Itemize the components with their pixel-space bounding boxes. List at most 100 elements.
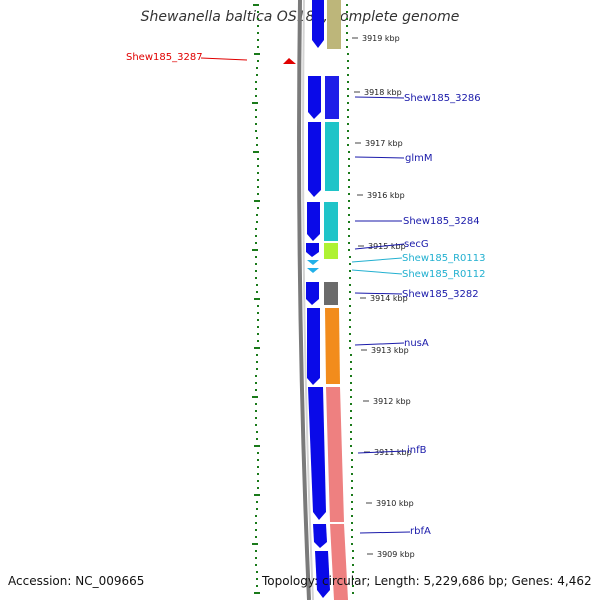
gene-label[interactable]: secG xyxy=(404,239,429,250)
skew-dot xyxy=(350,431,352,433)
gc-dot xyxy=(255,410,257,412)
skew-dot xyxy=(348,235,350,237)
gene-label[interactable]: glmM xyxy=(405,153,433,164)
gc-dot xyxy=(253,4,259,6)
gene-label[interactable]: Shew185_3286 xyxy=(404,93,481,104)
skew-dot xyxy=(348,151,350,153)
cds-arrow[interactable] xyxy=(315,551,330,598)
rna-arrow[interactable] xyxy=(307,268,319,273)
gc-dot xyxy=(257,165,259,167)
skew-dot xyxy=(348,221,350,223)
cds-arrow[interactable] xyxy=(308,122,321,197)
genome-backbone xyxy=(297,0,311,600)
leader-line xyxy=(354,243,405,250)
cds-arrow[interactable] xyxy=(308,387,326,520)
gc-dot xyxy=(255,417,257,419)
gc-dot xyxy=(257,466,259,468)
skew-dot xyxy=(350,410,352,412)
cog-block[interactable] xyxy=(325,308,340,384)
skew-dot xyxy=(350,382,352,384)
leader-line xyxy=(354,342,405,346)
skew-dot xyxy=(347,67,349,69)
skew-dot xyxy=(348,249,350,251)
leader-line xyxy=(200,57,248,61)
kbp-tick-label: 3912 kbp xyxy=(373,397,411,406)
skew-dot xyxy=(352,585,354,587)
gene-label[interactable]: nusA xyxy=(404,338,429,349)
kbp-tick-label: 3917 kbp xyxy=(365,139,403,148)
kbp-axis: 3919 kbp 3918 kbp 3917 kbp 3916 kbp 3915 kbp… xyxy=(352,34,415,559)
skew-dot xyxy=(347,81,349,83)
cds-arrow[interactable] xyxy=(306,243,319,257)
gc-dot xyxy=(252,102,258,104)
cds-arrow[interactable] xyxy=(312,0,324,48)
cog-block[interactable] xyxy=(324,202,338,241)
skew-dot xyxy=(351,501,353,503)
skew-dot xyxy=(347,88,349,90)
gc-dot xyxy=(255,123,257,125)
gc-dot xyxy=(256,578,258,580)
cog-category-track xyxy=(324,0,348,600)
kbp-tick-label: 3915 kbp xyxy=(368,242,406,251)
cog-block[interactable] xyxy=(327,0,341,49)
skew-dot xyxy=(348,179,350,181)
gc-dot xyxy=(255,95,257,97)
cog-block[interactable] xyxy=(326,387,344,522)
cog-block[interactable] xyxy=(324,282,338,305)
gc-dot xyxy=(256,361,258,363)
skew-dot xyxy=(347,116,349,118)
gc-dot xyxy=(255,130,257,132)
gene-label[interactable]: Shew185_3287 xyxy=(126,52,203,63)
genome-backbone-inner xyxy=(302,0,314,600)
gc-dot xyxy=(255,564,257,566)
marker-triangle[interactable] xyxy=(283,58,296,64)
gene-label[interactable]: Shew185_R0113 xyxy=(402,253,486,264)
skew-dot xyxy=(348,193,350,195)
rna-arrow[interactable] xyxy=(307,260,319,265)
gc-dot xyxy=(252,249,258,251)
gc-dot xyxy=(255,389,257,391)
skew-dot xyxy=(348,200,350,202)
gene-label[interactable]: infB xyxy=(407,445,427,456)
skew-dot xyxy=(350,403,352,405)
skew-dot xyxy=(351,515,353,517)
gc-dot xyxy=(255,375,257,377)
skew-dot xyxy=(347,60,349,62)
gc-dot xyxy=(256,221,258,223)
gc-dot xyxy=(255,515,257,517)
gc-dot xyxy=(257,39,259,41)
gc-dot xyxy=(253,151,259,153)
skew-dot xyxy=(347,144,349,146)
gc-dot xyxy=(257,25,259,27)
gene-label[interactable]: Shew185_3282 xyxy=(402,289,479,300)
cog-block[interactable] xyxy=(325,122,339,191)
gc-dot xyxy=(255,235,257,237)
skew-dot xyxy=(351,459,353,461)
accession-label: Accession: NC_009665 xyxy=(8,574,145,588)
gc-dot xyxy=(254,445,260,447)
cog-block[interactable] xyxy=(325,76,339,119)
cds-arrow[interactable] xyxy=(307,308,320,385)
gc-dot xyxy=(257,487,259,489)
cog-block[interactable] xyxy=(324,243,338,259)
kbp-tick-label: 3910 kbp xyxy=(376,499,414,508)
skew-dot xyxy=(347,137,349,139)
gc-dot xyxy=(256,284,258,286)
skew-dot xyxy=(349,298,351,300)
cds-arrow[interactable] xyxy=(307,202,320,241)
gc-dot xyxy=(257,480,259,482)
gc-dot xyxy=(257,319,259,321)
gene-label[interactable]: Shew185_3284 xyxy=(403,216,480,227)
gene-label[interactable]: Shew185_R0112 xyxy=(402,269,486,280)
kbp-tick-label: 3913 kbp xyxy=(371,346,409,355)
gene-label[interactable]: rbfA xyxy=(410,526,431,537)
skew-dot xyxy=(351,452,353,454)
skew-dot xyxy=(350,354,352,356)
cds-arrow[interactable] xyxy=(306,282,319,305)
cds-arrow[interactable] xyxy=(308,76,321,119)
cds-arrow[interactable] xyxy=(313,524,327,548)
cog-block[interactable] xyxy=(330,524,348,600)
skew-dot xyxy=(348,228,350,230)
forward-cds-track xyxy=(306,0,330,598)
